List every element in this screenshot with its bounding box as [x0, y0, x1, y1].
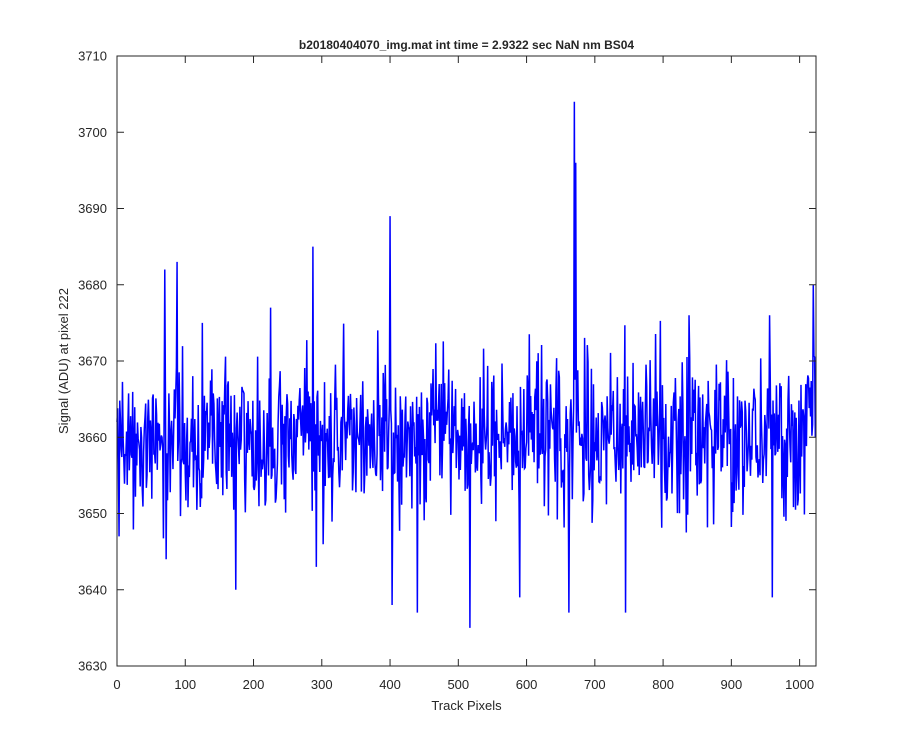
y-axis-label: Signal (ADU) at pixel 222	[56, 288, 71, 434]
x-tick-label: 600	[516, 677, 538, 692]
y-tick-label: 3660	[78, 430, 107, 445]
y-tick-label: 3700	[78, 125, 107, 140]
x-tick-label: 100	[174, 677, 196, 692]
y-tick-label: 3650	[78, 506, 107, 521]
x-tick-label: 500	[447, 677, 469, 692]
x-axis-label: Track Pixels	[431, 698, 502, 713]
y-tick-label: 3690	[78, 201, 107, 216]
x-tick-label: 800	[652, 677, 674, 692]
x-tick-label: 1000	[785, 677, 814, 692]
y-tick-label: 3710	[78, 49, 107, 64]
x-tick-label: 200	[243, 677, 265, 692]
x-tick-label: 700	[584, 677, 606, 692]
y-tick-label: 3670	[78, 354, 107, 369]
y-tick-label: 3640	[78, 582, 107, 597]
chart-title: b20180404070_img.mat int time = 2.9322 s…	[299, 38, 635, 52]
x-tick-label: 900	[721, 677, 743, 692]
x-tick-label: 400	[379, 677, 401, 692]
series-layer	[116, 101, 817, 628]
x-tick-label: 300	[311, 677, 333, 692]
x-tick-label: 0	[113, 677, 120, 692]
plot-area	[117, 56, 816, 666]
y-tick-label: 3630	[78, 659, 107, 674]
axes-layer: 0 100 200 300 400 500 600 700 800 900 1000 3630 3640…	[78, 49, 817, 692]
signal-series-line	[116, 101, 817, 628]
y-tick-label: 3680	[78, 277, 107, 292]
